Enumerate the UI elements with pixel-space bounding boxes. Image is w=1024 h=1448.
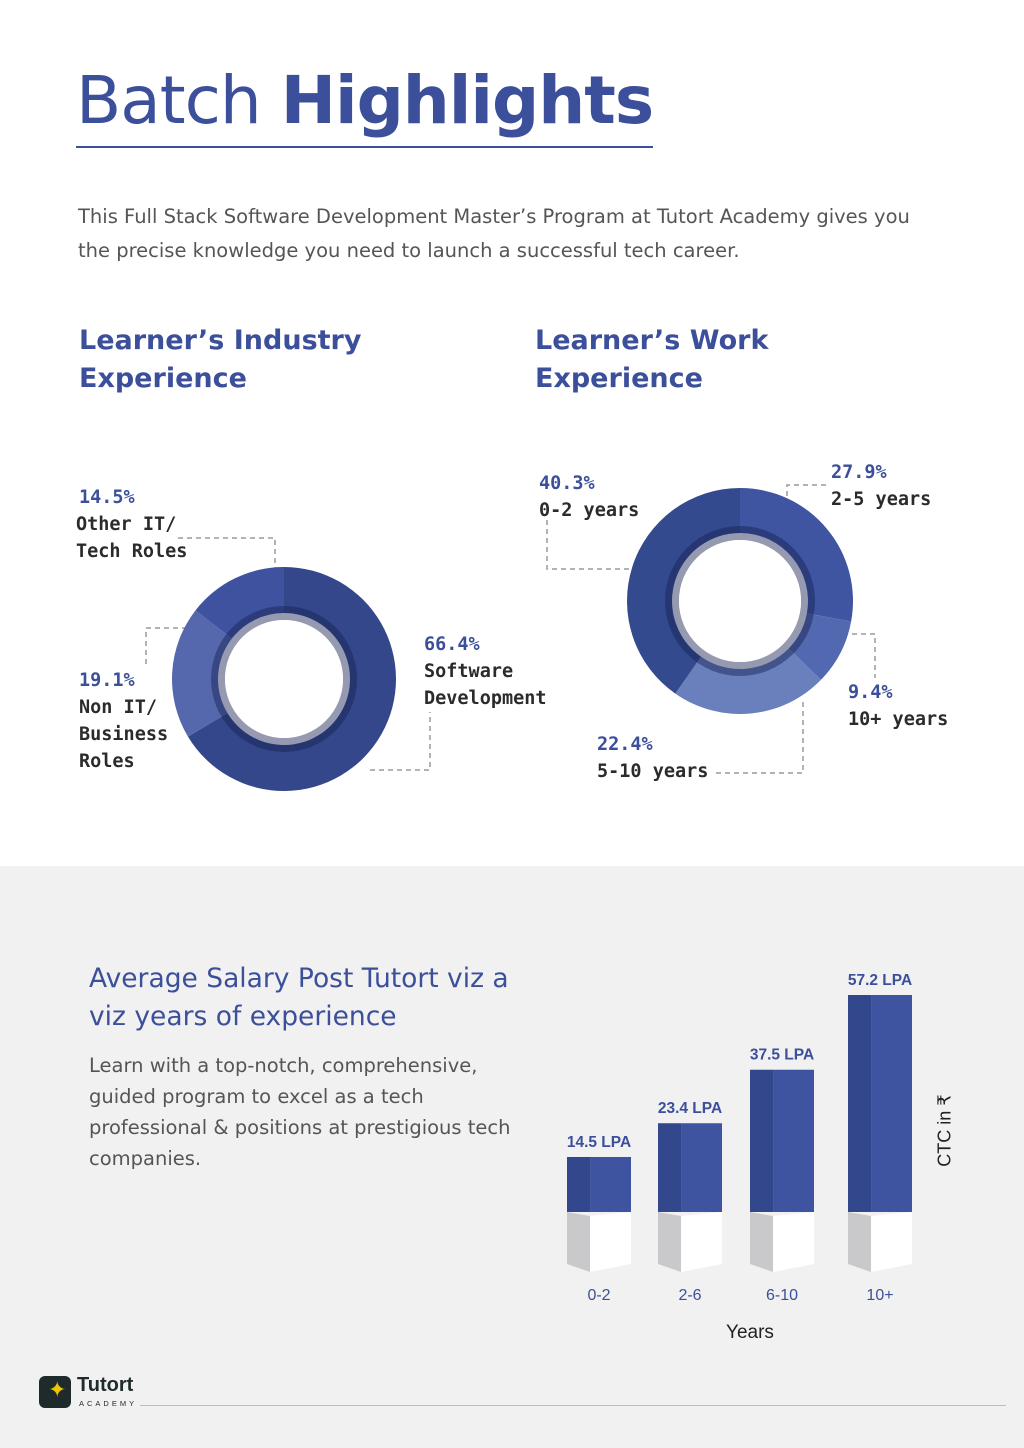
title-bold: Highlights [280, 62, 654, 139]
title-light: Batch [76, 62, 262, 139]
bar-base-left-2 [750, 1212, 774, 1272]
work-donut [627, 488, 854, 714]
salary-description: Learn with a top-notch, comprehensive, g… [89, 1054, 511, 1170]
pct-0-2: 40.3% [539, 473, 595, 494]
pct-software: 66.4% [424, 634, 480, 655]
label-0-2: 40.3% 0-2 years [539, 470, 639, 524]
logo-subtitle: ACADEMY [79, 1399, 138, 1408]
work-inner-ring [665, 526, 815, 676]
bar-value-label-2: 37.5 LPA [750, 1047, 814, 1064]
footer-divider [140, 1405, 1006, 1406]
tutort-logo-icon: ✦ [39, 1376, 71, 1408]
text-2-5: 2-5 years [831, 489, 932, 510]
pct-2-5: 27.9% [831, 462, 887, 483]
bar-left-face-3 [848, 995, 872, 1212]
text-software: Software Development [424, 661, 547, 709]
intro-text: This Full Stack Software Development Mas… [78, 205, 910, 262]
bar-base-left-3 [848, 1212, 872, 1272]
page-title: Batch Highlights [76, 62, 654, 139]
bar-base-left-1 [658, 1212, 682, 1272]
label-10-plus: 9.4% 10+ years [848, 679, 948, 733]
bar-category-label-3: 10+ [866, 1287, 893, 1304]
y-axis-title: CTC in ₹ [934, 1094, 955, 1167]
work-slice-1 [788, 613, 852, 680]
pct-10-plus: 9.4% [848, 682, 893, 703]
bar-value-label-1: 23.4 LPA [658, 1100, 722, 1117]
leader-line-2-5 [786, 484, 826, 500]
leader-line-10-plus [852, 633, 876, 678]
bar-category-label-1: 2-6 [678, 1287, 701, 1304]
bar-3 [871, 995, 912, 1212]
text-other-it: Other IT/ Tech Roles [76, 514, 188, 562]
bar-left-face-0 [567, 1156, 591, 1212]
bar-left-face-2 [750, 1069, 774, 1212]
bar-2 [773, 1069, 814, 1212]
title-underline [76, 146, 653, 148]
leader-line-5-10 [716, 700, 804, 774]
bar-category-label-0: 0-2 [587, 1287, 610, 1304]
industry-slice-1 [172, 610, 232, 737]
bar-category-label-2: 6-10 [766, 1287, 798, 1304]
leader-line-software [370, 712, 431, 771]
bar-value-label-0: 14.5 LPA [567, 1134, 631, 1151]
work-slice-0 [740, 488, 854, 622]
bar-base-left-0 [567, 1212, 591, 1272]
text-non-it: Non IT/ Business Roles [79, 697, 169, 772]
work-slice-2 [675, 648, 821, 714]
industry-slice-2 [195, 567, 284, 639]
work-slice-3 [627, 488, 740, 694]
leader-line-non-it [145, 627, 200, 664]
leader-line-other-it [178, 537, 276, 568]
bar-base-right-3 [871, 1212, 912, 1272]
industry-heading: Learner’s Industry Experience [79, 325, 362, 394]
pct-non-it: 19.1% [79, 670, 135, 691]
leader-lines [145, 484, 876, 774]
bar-base-right-1 [681, 1212, 722, 1272]
industry-slice-0 [187, 567, 396, 791]
pct-5-10: 22.4% [597, 734, 653, 755]
industry-hole [225, 620, 343, 738]
work-hole [679, 540, 801, 662]
logo-name: Tutort [77, 1374, 134, 1396]
text-5-10: 5-10 years [597, 761, 709, 782]
pct-other-it: 14.5% [79, 487, 135, 508]
text-0-2: 0-2 years [539, 500, 640, 521]
bar-0 [590, 1156, 631, 1212]
industry-inner-ring [211, 606, 357, 752]
label-software: 66.4% Software Development [424, 631, 584, 712]
label-2-5: 27.9% 2-5 years [831, 459, 931, 513]
salary-heading: Average Salary Post Tutort viz a viz yea… [89, 963, 509, 1032]
work-heading: Learner’s Work Experience [535, 325, 769, 394]
label-5-10: 22.4% 5-10 years [597, 731, 708, 785]
bar-value-label-3: 57.2 LPA [848, 972, 912, 989]
x-axis-title: Years [726, 1322, 774, 1343]
text-10-plus: 10+ years [848, 709, 949, 730]
label-other-it: 14.5% Other IT/ Tech Roles [76, 484, 211, 565]
bar-1 [681, 1123, 722, 1212]
industry-donut [172, 567, 396, 791]
salary-bars: 14.5 LPA 0-2 23.4 LPA 2-6 37.5 LPA 6-10 57.2 L… [567, 972, 912, 1304]
label-non-it: 19.1% Non IT/ Business Roles [79, 667, 189, 775]
leader-line-0-2 [546, 520, 632, 570]
bar-base-right-0 [590, 1212, 631, 1272]
bar-base-right-2 [773, 1212, 814, 1272]
bar-left-face-1 [658, 1123, 682, 1212]
